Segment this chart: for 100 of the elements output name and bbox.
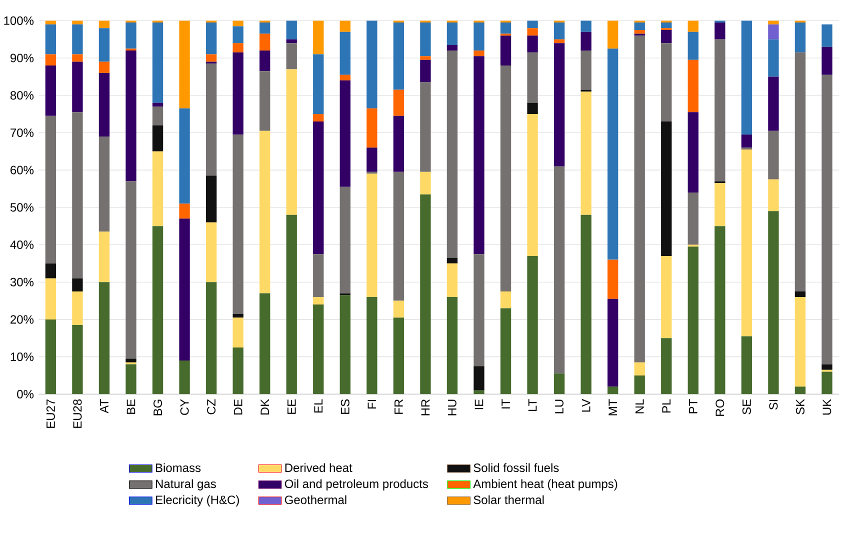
bar [768,179,779,212]
bar [313,121,324,254]
x-tick-label: AT [100,399,108,414]
x-tick-label: EU28 [73,399,82,428]
bar [688,246,698,394]
y-tick-label: 40% [10,240,34,249]
bar [313,20,324,54]
bar [527,256,538,394]
bar [446,296,458,394]
bar [554,39,565,43]
bar [72,324,83,394]
bar [634,362,645,376]
bar [260,293,270,394]
bar [232,317,244,348]
bar [661,30,672,43]
bar [822,372,832,394]
bar [313,254,324,297]
bar [446,44,458,50]
bar [286,39,297,43]
bar [98,232,110,282]
bar [474,390,484,394]
legend-label: Solar thermal [474,495,544,504]
bar [794,22,806,52]
bar [500,308,512,394]
bar [527,36,538,52]
bar [661,42,672,122]
bar [527,114,538,256]
bar [608,260,618,299]
x-tick-label: FR [394,399,403,414]
bar [822,24,832,47]
bar [688,20,698,32]
bar [661,256,672,338]
bar [366,296,378,394]
bar [580,20,592,32]
bar [527,28,538,36]
bar [474,22,484,50]
x-tick-label: CY [180,399,189,415]
bar [634,375,645,394]
bar [393,22,404,90]
bar [232,347,244,394]
bar [126,358,136,362]
bar [420,194,431,394]
x-tick-label: SI [769,400,778,410]
bar [741,20,752,134]
bar [741,134,752,148]
bar [72,24,83,54]
bar [98,72,110,136]
bar [313,54,324,114]
x-tick-label: HU [448,400,456,416]
bar [634,36,645,362]
bar [366,174,378,297]
x-tick-label: IT [502,399,510,408]
bar [420,22,431,56]
bar [340,295,350,394]
bar [741,336,752,394]
bar [152,226,164,394]
bar [446,50,458,258]
bar [98,136,110,232]
bar [474,254,484,366]
x-tick-label: SE [742,399,751,414]
x-tick-label: EE [287,399,296,414]
bar [420,172,431,194]
bar [608,48,618,260]
bar [206,222,217,282]
y-tick-label: 0% [17,390,34,398]
x-tick-label: ES [340,399,350,414]
bar [420,56,431,60]
bar [45,54,56,66]
bar [126,181,136,359]
bar [393,317,404,394]
bar [661,22,672,28]
bar [260,34,270,50]
bar [554,22,565,40]
bar [741,149,752,336]
x-tick-label: IE [474,399,484,409]
x-tick-label: NL [635,399,644,414]
bar [126,364,136,394]
bar [232,314,244,318]
x-tick-label: FI [368,400,376,408]
bar [45,24,56,54]
bar [580,92,592,215]
bar [260,130,270,294]
x-tick-label: SK [796,398,804,414]
x-tick-label: BG [154,400,162,416]
bar [768,24,779,40]
bar [393,300,404,318]
bar [340,20,350,32]
bar [554,166,565,374]
y-tick-label: 90% [10,54,34,62]
bar [446,22,458,45]
x-tick-label: PT [689,399,698,414]
bar [822,46,832,75]
bar [152,106,164,126]
bar [206,282,217,394]
bar [688,192,698,245]
x-tick-label: PL [662,399,671,412]
bar [260,22,270,34]
bar [232,52,244,134]
bar [393,172,404,301]
bar [98,282,110,394]
